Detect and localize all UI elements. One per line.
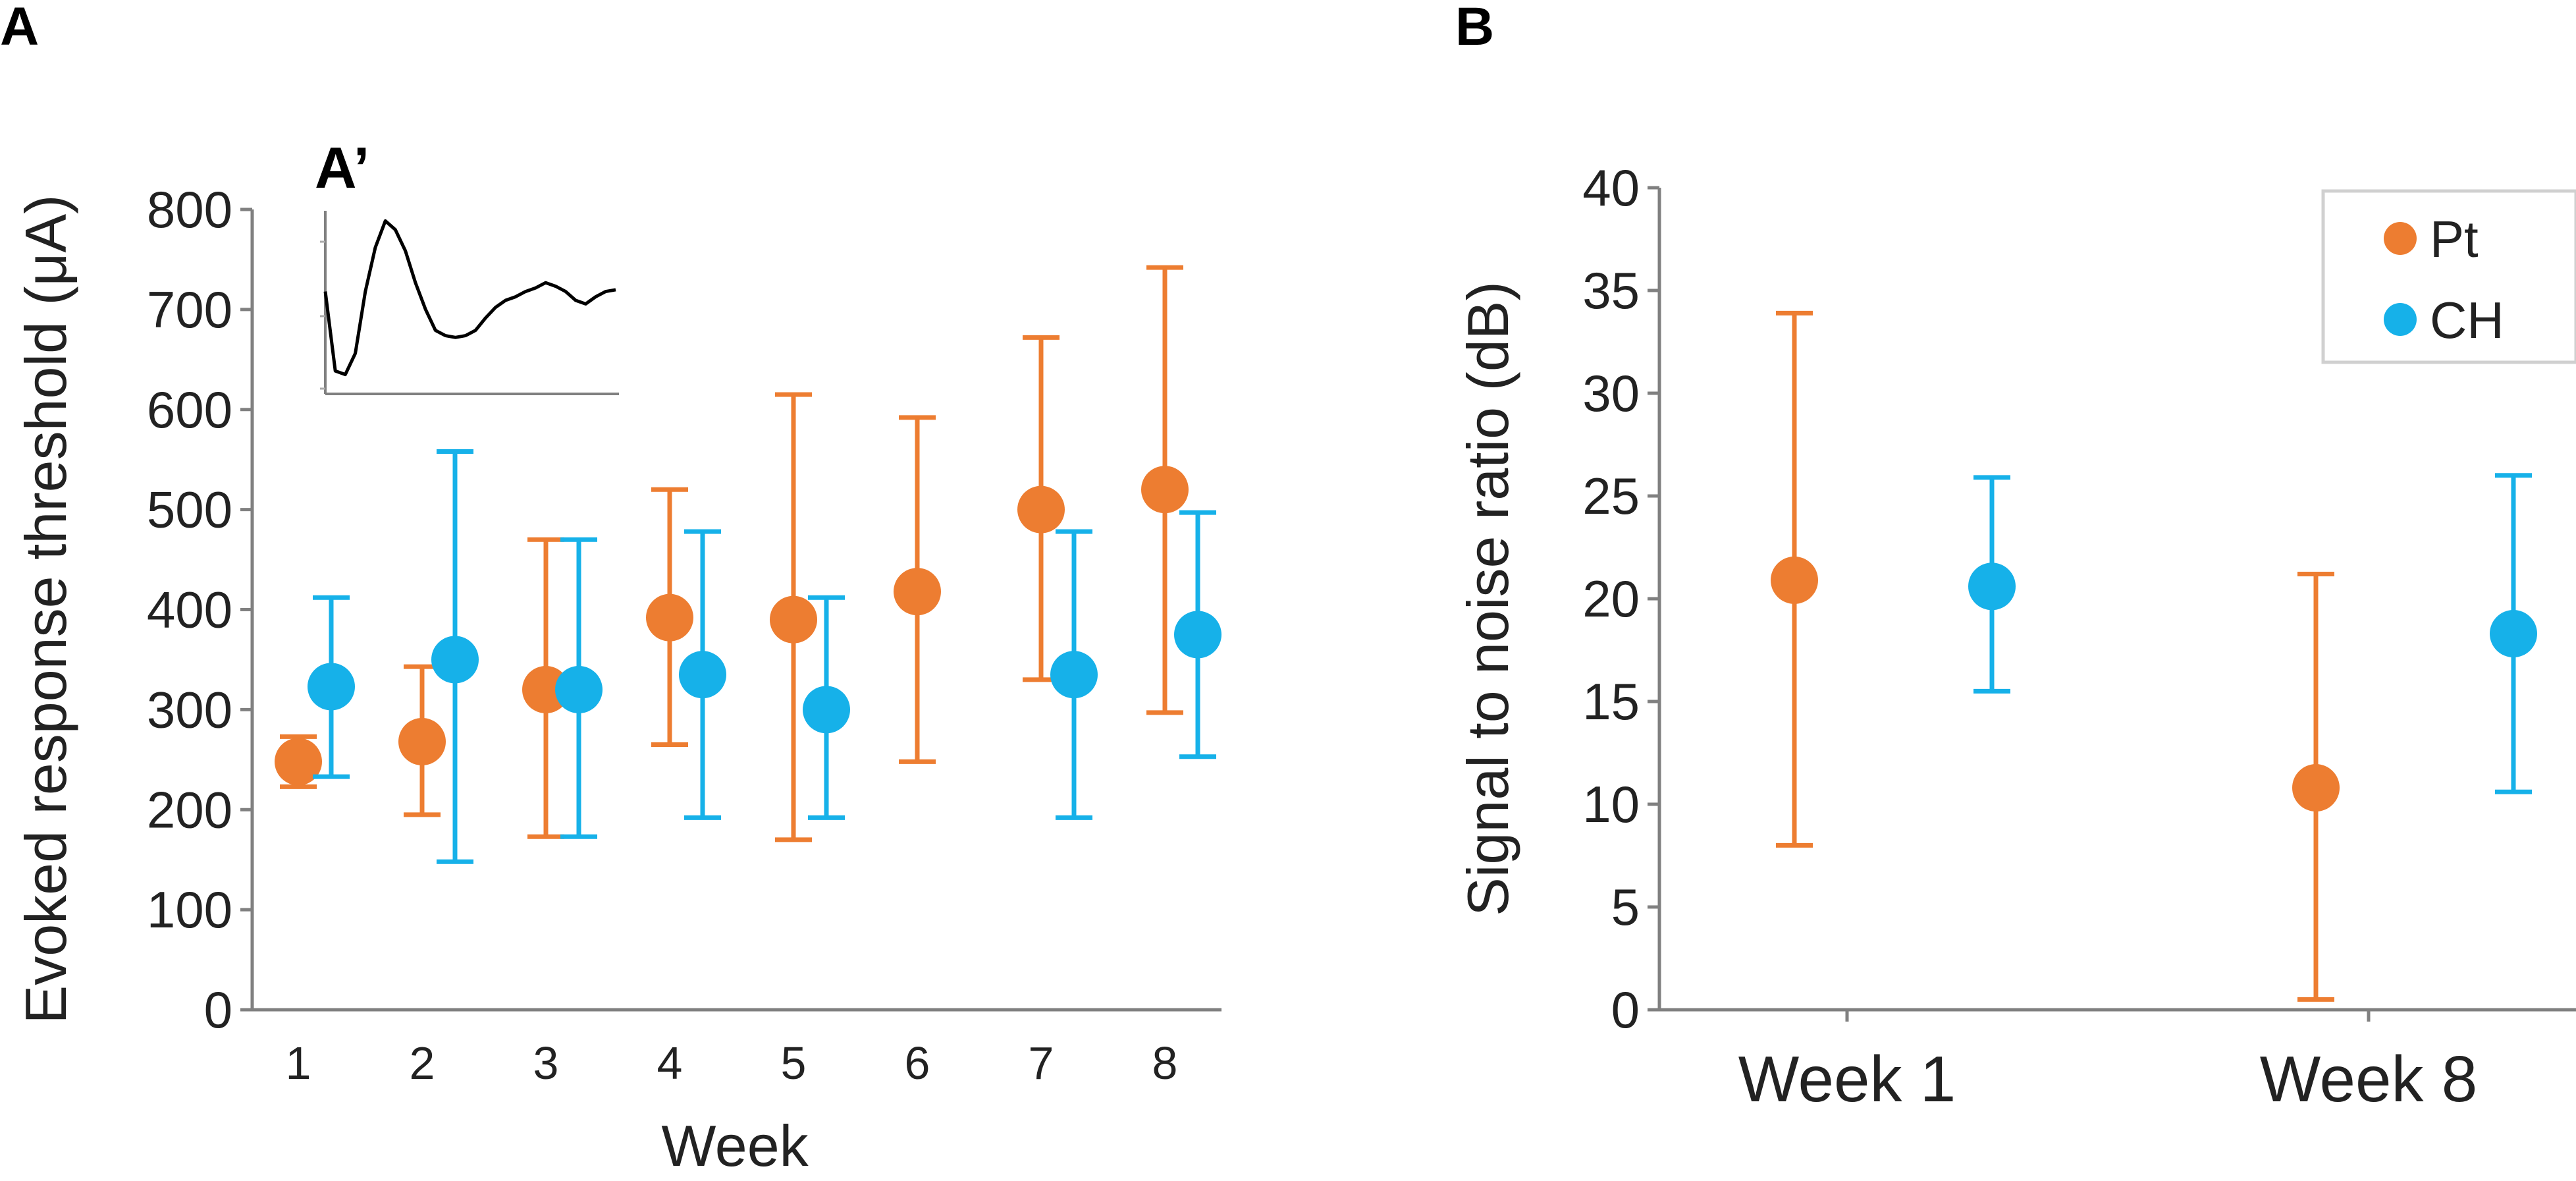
y-tick-label: 0 bbox=[1611, 981, 1640, 1039]
data-point-ch bbox=[1174, 611, 1221, 659]
data-point-pt bbox=[522, 666, 570, 713]
y-tick-label: 35 bbox=[1582, 261, 1640, 319]
y-tick-label: 700 bbox=[147, 281, 232, 339]
data-point-pt bbox=[646, 593, 693, 642]
y-tick-label: 15 bbox=[1582, 673, 1640, 730]
legend-marker-pt bbox=[2384, 222, 2417, 255]
panel-b-legend: Pt CH bbox=[2321, 189, 2576, 364]
x-tick-label: 1 bbox=[286, 1037, 311, 1089]
legend-label-pt: Pt bbox=[2430, 210, 2479, 268]
x-tick-label: 4 bbox=[657, 1037, 683, 1089]
data-point-pt bbox=[1141, 466, 1189, 514]
panel-b-label: B bbox=[1455, 0, 1494, 57]
data-point-pt bbox=[894, 568, 941, 616]
data-point-pt bbox=[770, 595, 817, 644]
y-tick-label: 20 bbox=[1582, 570, 1640, 628]
panel-b-y-axis-title: Signal to noise ratio (dB) bbox=[1455, 281, 1520, 916]
y-tick-label: 300 bbox=[147, 680, 232, 738]
y-tick-label: 600 bbox=[147, 381, 232, 439]
data-point-pt bbox=[2292, 764, 2340, 812]
inset-trace-line bbox=[323, 219, 616, 377]
data-point-ch bbox=[1968, 563, 2016, 611]
data-point-ch bbox=[2490, 610, 2537, 658]
data-point-ch bbox=[555, 666, 603, 713]
data-point-pt bbox=[275, 738, 322, 786]
panel-a-series bbox=[275, 265, 1221, 864]
panel-a-label: A bbox=[0, 0, 39, 57]
data-point-ch bbox=[308, 663, 355, 711]
legend-marker-ch bbox=[2384, 303, 2417, 336]
data-point-pt bbox=[398, 717, 446, 765]
y-tick-label: 30 bbox=[1582, 364, 1640, 422]
panel-a-y-axis-title: Evoked response threshold (μA) bbox=[13, 195, 78, 1024]
x-tick-label: 7 bbox=[1029, 1037, 1054, 1089]
data-point-ch bbox=[431, 636, 479, 684]
inset-label: A’ bbox=[315, 135, 369, 200]
y-tick-label: 5 bbox=[1611, 878, 1640, 936]
y-tick-label: 25 bbox=[1582, 467, 1640, 525]
legend-box bbox=[2321, 189, 2576, 364]
y-tick-label: 100 bbox=[147, 881, 232, 939]
y-tick-label: 200 bbox=[147, 781, 232, 838]
legend-label-ch: CH bbox=[2430, 291, 2504, 349]
y-tick-label: 800 bbox=[147, 180, 232, 238]
y-tick-label: 0 bbox=[204, 981, 232, 1039]
x-tick-label: 2 bbox=[410, 1037, 435, 1089]
data-point-ch bbox=[803, 686, 850, 734]
y-tick-label: 10 bbox=[1582, 775, 1640, 833]
panel-b-x-ticks: Week 1 Week 8 bbox=[1738, 1010, 2477, 1115]
data-point-ch bbox=[1050, 651, 1098, 699]
panel-a: A 0 100 200 300 400 500 600 700 800 1 2 3 4 5 6 7 8 Wee… bbox=[0, 0, 1221, 1178]
x-tick-label: 3 bbox=[533, 1037, 559, 1089]
panel-a-x-ticks: 1 2 3 4 5 6 7 8 bbox=[286, 1037, 1178, 1089]
y-tick-label: 500 bbox=[147, 481, 232, 539]
y-tick-label: 40 bbox=[1582, 159, 1640, 217]
x-tick-label: Week 1 bbox=[1738, 1043, 1956, 1115]
panel-a-y-ticks: 0 100 200 300 400 500 600 700 800 bbox=[147, 180, 252, 1039]
data-point-pt bbox=[1017, 485, 1065, 534]
data-point-ch bbox=[679, 651, 726, 699]
panel-a-x-axis-title: Week bbox=[661, 1113, 809, 1178]
x-tick-label: 5 bbox=[781, 1037, 807, 1089]
x-tick-label: 6 bbox=[905, 1037, 930, 1089]
x-tick-label: Week 8 bbox=[2260, 1043, 2477, 1115]
y-tick-label: 400 bbox=[147, 581, 232, 639]
panel-b: B 0 5 10 15 20 25 30 35 40 Week 1 Week 8 Signal t… bbox=[1455, 0, 2576, 1115]
data-point-pt bbox=[1771, 556, 1818, 604]
panel-b-y-ticks: 0 5 10 15 20 25 30 35 40 bbox=[1582, 159, 1659, 1039]
inset-a-prime: A’ bbox=[315, 135, 619, 395]
panel-b-series bbox=[1771, 310, 2537, 1002]
x-tick-label: 8 bbox=[1152, 1037, 1178, 1089]
